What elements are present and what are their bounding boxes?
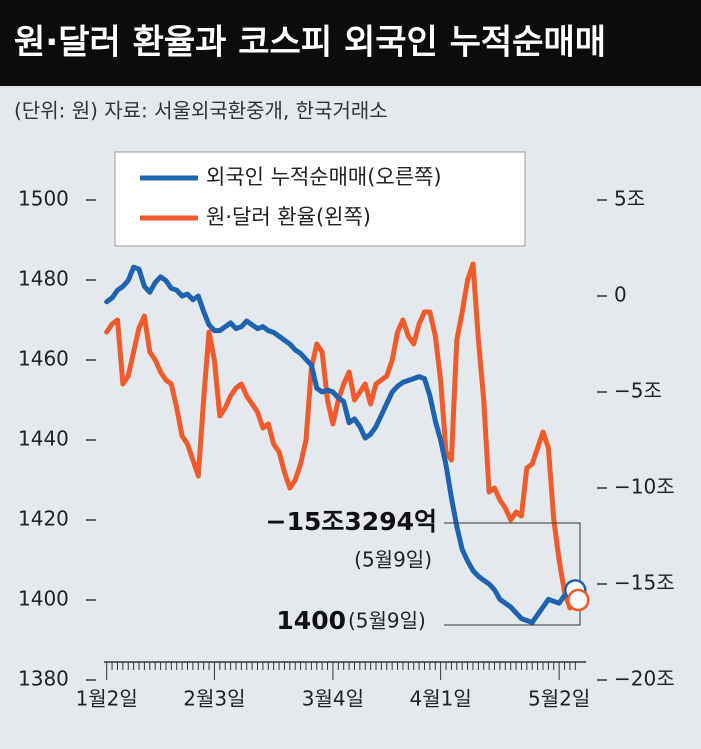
title-bar (0, 0, 701, 86)
y-tick-label: 1400 (18, 587, 69, 611)
chart-title: 원·달러 환율과 코스피 외국인 누적순매매 (14, 23, 606, 63)
series-line (104, 261, 578, 611)
annotation-date: (5월9일) (348, 609, 426, 633)
end-marker (567, 588, 590, 612)
annotation-label: 1400 (276, 606, 346, 635)
series-line (104, 264, 578, 625)
y-tick-label: 1480 (18, 267, 69, 291)
x-tick-label: 2월3일 (183, 687, 245, 711)
y2-tick-label: −20조 (614, 667, 675, 691)
callout-line (444, 610, 581, 626)
y-tick-label: 1440 (18, 427, 69, 451)
legend-box (114, 151, 526, 247)
annotation-date: (5월9일) (354, 548, 432, 572)
y2-tick-label: −10조 (614, 475, 675, 499)
legend-label: 원·달러 환율(왼쪽) (206, 205, 371, 229)
x-tick-label: 3월4일 (302, 687, 364, 711)
x-tick-label: 5월2일 (528, 687, 590, 711)
y2-tick-label: −15조 (614, 571, 675, 595)
chart-subtitle: (단위: 원) 자료: 서울외국환중개, 한국거래소 (14, 99, 388, 123)
y2-tick-label: −5조 (614, 379, 662, 403)
annotation-label: −15조3294억 (266, 507, 437, 536)
y2-tick-label: 0 (614, 283, 627, 307)
x-tick-label: 1월2일 (76, 687, 138, 711)
y-tick-label: 1380 (18, 667, 69, 691)
callout-line (444, 522, 581, 581)
y-tick-label: 1420 (18, 507, 69, 531)
y-tick-label: 1500 (18, 187, 69, 211)
y2-tick-label: 5조 (614, 187, 645, 211)
x-tick-label: 4월1일 (410, 687, 472, 711)
legend-label: 외국인 누적순매매(오른쪽) (206, 165, 442, 189)
y-tick-label: 1460 (18, 347, 69, 371)
